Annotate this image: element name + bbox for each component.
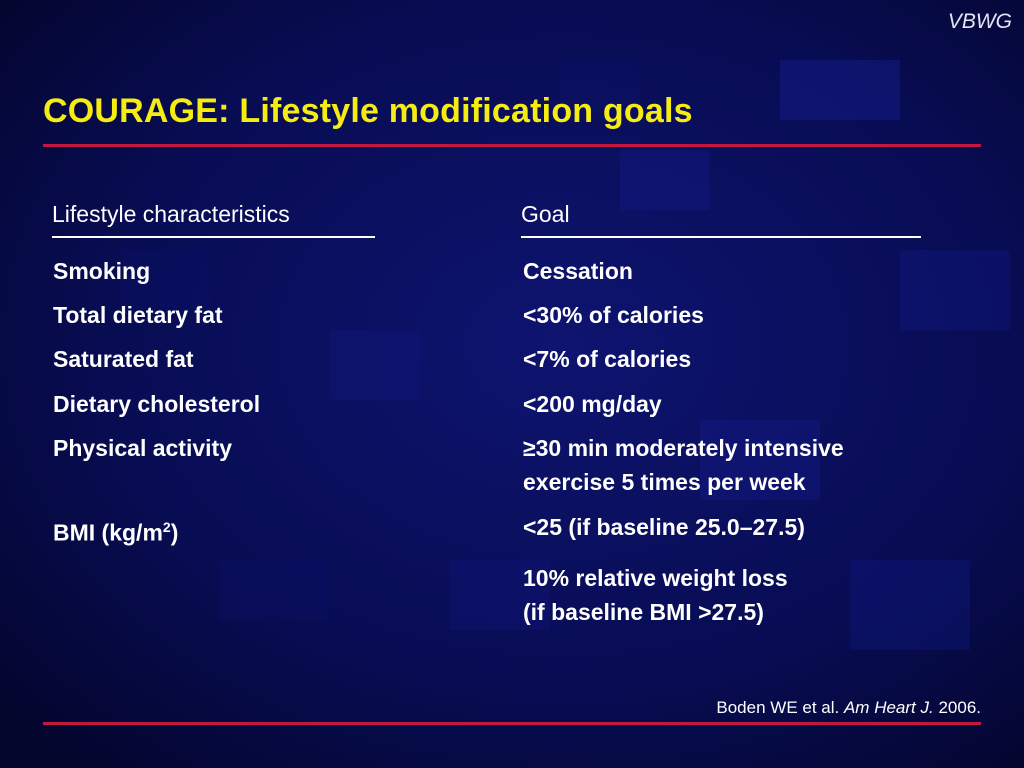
citation-year: 2006.	[938, 698, 981, 717]
row-goal: <30% of calories	[523, 302, 704, 328]
row-goal-line-1: ≥30 min moderately intensive	[523, 435, 844, 461]
row-characteristic: Smoking	[53, 258, 151, 284]
column-header-goal: Goal	[521, 201, 921, 238]
footer-divider	[43, 722, 981, 725]
row-goal-line-2: (if baseline BMI >27.5)	[523, 599, 764, 625]
citation-journal: Am Heart J.	[843, 698, 934, 717]
brand-logo-text: VBWG	[947, 10, 1012, 33]
column-header-characteristics: Lifestyle characteristics	[52, 201, 375, 238]
row-characteristic: Physical activity	[53, 435, 232, 461]
citation: Boden WE et al. Am Heart J. 2006.	[716, 698, 981, 718]
bmi-superscript: 2	[162, 519, 171, 535]
row-characteristic: BMI (kg/m2)	[53, 510, 178, 550]
bmi-label: BMI (kg/m	[53, 519, 163, 546]
row-goal: Cessation	[523, 258, 633, 284]
row-goal-line-2: exercise 5 times per week	[523, 469, 806, 495]
bmi-label-suffix: )	[170, 519, 179, 546]
title-divider	[43, 144, 981, 147]
row-goal: <200 mg/day	[523, 391, 662, 417]
citation-authors: Boden WE et al.	[716, 698, 840, 717]
row-goal-line-1: 10% relative weight loss	[523, 565, 788, 591]
row-goal: <7% of calories	[523, 346, 692, 372]
row-characteristic: Saturated fat	[53, 346, 194, 372]
row-characteristic: Total dietary fat	[53, 302, 223, 328]
row-goal: <25 (if baseline 25.0–27.5)	[523, 514, 805, 540]
row-characteristic: Dietary cholesterol	[53, 391, 261, 417]
slide-title: COURAGE: Lifestyle modification goals	[43, 92, 693, 130]
